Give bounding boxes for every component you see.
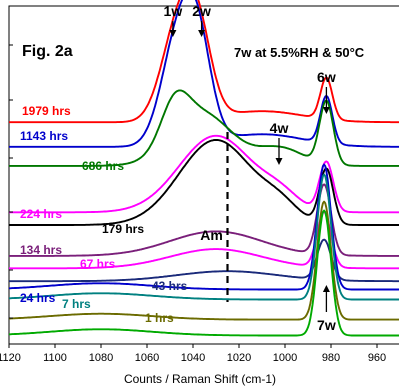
x-tick-label: 1080 bbox=[89, 352, 113, 364]
series-line-1143-hrs bbox=[9, 0, 399, 148]
series-label: 134 hrs bbox=[20, 243, 62, 257]
x-tick-label: 1060 bbox=[135, 352, 159, 364]
series-label: 43 hrs bbox=[152, 279, 188, 293]
x-axis: 1120 1100 1080 1060 1040 1020 1000 980 960 bbox=[0, 44, 386, 364]
series-line-24-hrs bbox=[9, 163, 399, 291]
series-label: 1979 hrs bbox=[22, 104, 71, 118]
amorphous-label: Am bbox=[200, 227, 223, 243]
series-line-686-hrs bbox=[9, 89, 399, 167]
x-tick-label: 1040 bbox=[181, 352, 205, 364]
series-line-1-hrs bbox=[9, 200, 399, 321]
x-tick-label: 980 bbox=[322, 352, 340, 364]
series-label: 179 hrs bbox=[102, 222, 144, 236]
series-line-1979-hrs bbox=[9, 0, 399, 124]
x-tick-label: 1020 bbox=[227, 352, 251, 364]
plot-frame bbox=[8, 5, 399, 345]
x-axis-title: Counts / Raman Shift (cm-1) bbox=[124, 372, 276, 386]
peak-label-2w: 2w bbox=[192, 3, 211, 19]
peak-label-7w: 7w bbox=[317, 317, 336, 333]
series-layer bbox=[9, 0, 399, 337]
series-line-43-hrs bbox=[9, 238, 399, 283]
peak-7w-arrowhead bbox=[322, 285, 330, 292]
peak-1w-arrowhead bbox=[169, 30, 177, 37]
peak-6w-arrowhead bbox=[322, 107, 330, 114]
series-label: 686 hrs bbox=[82, 159, 124, 173]
x-tick-label: 1000 bbox=[273, 352, 297, 364]
series-line-224-hrs bbox=[9, 134, 399, 214]
condition-label: 7w at 5.5%RH & 50°C bbox=[234, 45, 365, 60]
peak-label-1w: 1w bbox=[164, 3, 183, 19]
annotation-layer: 1w 2w 4w 6w 7w Am bbox=[164, 3, 336, 333]
x-tick-label: 1100 bbox=[43, 352, 67, 364]
figure-label: Fig. 2a bbox=[22, 43, 73, 60]
series-label: 7 hrs bbox=[62, 297, 91, 311]
peak-4w-arrowhead bbox=[275, 158, 283, 165]
x-tick-label: 960 bbox=[368, 352, 386, 364]
series-line-179-hrs bbox=[9, 139, 399, 226]
peak-label-4w: 4w bbox=[270, 120, 289, 136]
series-label: 1143 hrs bbox=[20, 129, 68, 143]
series-line-baseline bbox=[9, 209, 399, 337]
peak-label-6w: 6w bbox=[317, 69, 336, 85]
peak-2w-arrowhead bbox=[198, 30, 206, 37]
series-label: 224 hrs bbox=[20, 207, 62, 221]
series-label: 24 hrs bbox=[20, 291, 56, 305]
series-line-134-hrs bbox=[9, 183, 399, 257]
x-tick-label: 1120 bbox=[0, 352, 21, 364]
series-label: 1 hrs bbox=[145, 311, 174, 325]
series-line-7-hrs bbox=[9, 173, 399, 301]
series-labels: 1979 hrs 1143 hrs 686 hrs 224 hrs 179 hrs 134… bbox=[20, 104, 188, 325]
series-label: 67 hrs bbox=[80, 257, 116, 271]
